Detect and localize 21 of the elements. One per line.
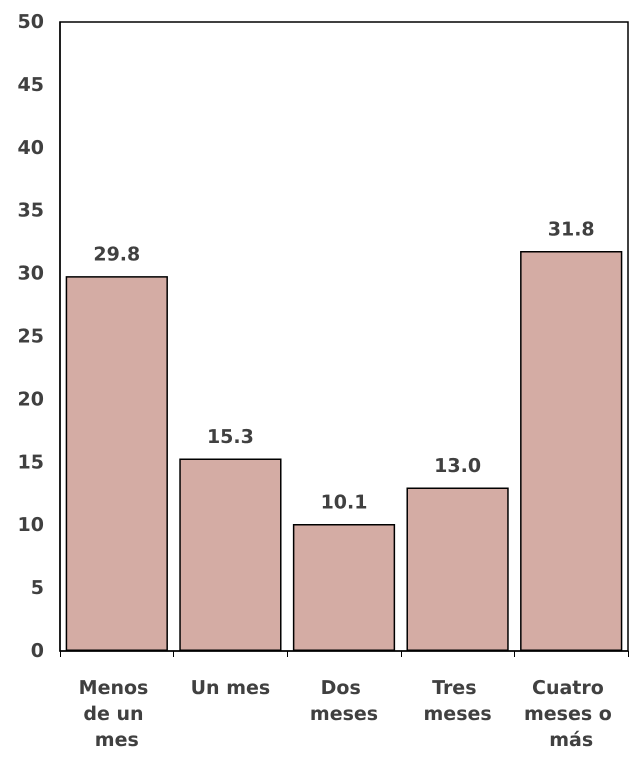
data-label: 13.0: [434, 454, 482, 477]
y-tick-label: 0: [30, 640, 44, 662]
y-tick-label: 15: [18, 451, 44, 474]
y-tick-label: 50: [18, 11, 44, 33]
data-label: 29.8: [93, 244, 140, 266]
y-tick-label: 20: [18, 388, 44, 410]
data-label: 10.1: [320, 491, 368, 514]
y-tick-label: 30: [18, 262, 44, 285]
data-label: 15.3: [206, 426, 254, 448]
y-tick-label: 35: [18, 200, 44, 222]
y-tick-label: 10: [18, 514, 44, 536]
data-label: 31.8: [548, 218, 595, 240]
x-tick-label: Cuatro meses o más: [524, 677, 618, 751]
x-tick-label: Tres meses: [424, 677, 492, 725]
y-tick-label: 40: [18, 136, 44, 159]
y-tick-label: 5: [30, 577, 44, 600]
x-tick-label: Dos meses: [310, 677, 378, 725]
x-tick-label: Un mes: [190, 677, 270, 699]
y-tick-label: 25: [18, 326, 44, 348]
y-tick-label: 45: [18, 74, 44, 96]
x-tick-label: Menos de un mes: [78, 677, 155, 751]
